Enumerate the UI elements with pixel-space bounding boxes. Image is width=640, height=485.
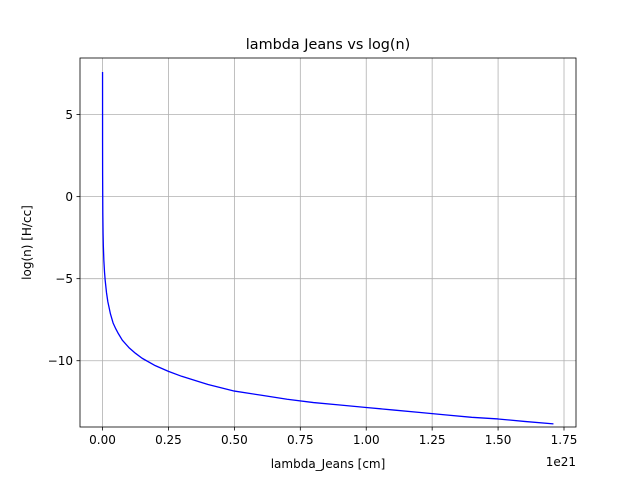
y-tick-label: −10 bbox=[48, 354, 73, 368]
x-tick-label: 1.00 bbox=[353, 433, 380, 447]
x-tick-label: 1.75 bbox=[551, 433, 578, 447]
x-axis: 0.00 0.25 0.50 0.75 1.00 1.25 1.50 1.75 bbox=[89, 427, 577, 447]
series-line-lambda-jeans bbox=[101, 71, 554, 425]
x-tick-label: 0.25 bbox=[155, 433, 182, 447]
y-axis: 5 0 −5 −10 bbox=[48, 108, 80, 368]
x-tick-label: 1.25 bbox=[419, 433, 446, 447]
y-tick-label: −5 bbox=[55, 272, 73, 286]
y-axis-label: log(n) [H/cc] bbox=[20, 205, 34, 280]
x-tick-label: 0.00 bbox=[89, 433, 116, 447]
y-tick-label: 0 bbox=[65, 190, 73, 204]
grid bbox=[80, 58, 576, 427]
axes-frame bbox=[79, 57, 577, 428]
chart-title: lambda Jeans vs log(n) bbox=[246, 37, 410, 53]
x-axis-offset-label: 1e21 bbox=[546, 455, 576, 469]
y-tick-label: 5 bbox=[65, 108, 73, 122]
x-tick-label: 0.50 bbox=[221, 433, 248, 447]
x-tick-label: 1.50 bbox=[485, 433, 512, 447]
x-tick-label: 0.75 bbox=[287, 433, 314, 447]
plot-area bbox=[101, 71, 554, 425]
x-axis-label: lambda_Jeans [cm] bbox=[271, 457, 386, 471]
